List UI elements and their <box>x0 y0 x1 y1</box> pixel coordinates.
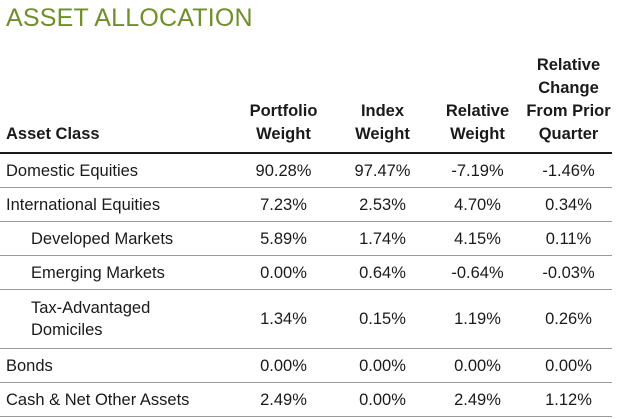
relative-change-cell: 1.12% <box>525 382 612 417</box>
page-title: ASSET ALLOCATION <box>6 4 253 32</box>
table-header-row: Asset Class Portfolio Weight Index Weigh… <box>0 54 612 154</box>
asset-class-cell: Domestic Equities <box>0 153 232 188</box>
asset-class-cell: International Equities <box>0 187 232 222</box>
asset-class-cell: Cash & Net Other Assets <box>0 382 232 417</box>
portfolio-weight-cell: 0.00% <box>232 348 335 383</box>
header-relative-weight: Relative Weight <box>430 54 525 154</box>
asset-class-cell: Bonds <box>0 348 232 383</box>
portfolio-weight-cell: 5.89% <box>232 221 335 256</box>
portfolio-weight-cell: 7.23% <box>232 187 335 222</box>
table-row: Developed Markets 5.89% 1.74% 4.15% 0.11… <box>0 221 612 256</box>
index-weight-cell: 97.47% <box>335 153 430 188</box>
header-portfolio-weight: Portfolio Weight <box>232 54 335 154</box>
index-weight-cell: 0.15% <box>335 289 430 349</box>
table-row: International Equities 7.23% 2.53% 4.70%… <box>0 187 612 222</box>
index-weight-cell: 0.64% <box>335 255 430 290</box>
portfolio-weight-cell: 90.28% <box>232 153 335 188</box>
relative-change-cell: 0.34% <box>525 187 612 222</box>
table-row: Cash & Net Other Assets 2.49% 0.00% 2.49… <box>0 382 612 417</box>
portfolio-weight-cell: 1.34% <box>232 289 335 349</box>
index-weight-cell: 1.74% <box>335 221 430 256</box>
relative-weight-cell: 2.49% <box>430 382 525 417</box>
index-weight-cell: 0.00% <box>335 348 430 383</box>
relative-change-cell: 0.11% <box>525 221 612 256</box>
portfolio-weight-cell: 0.00% <box>232 255 335 290</box>
table-row: Domestic Equities 90.28% 97.47% -7.19% -… <box>0 153 612 188</box>
relative-change-cell: 0.00% <box>525 348 612 383</box>
relative-weight-cell: 4.70% <box>430 187 525 222</box>
relative-weight-cell: -7.19% <box>430 153 525 188</box>
header-index-weight: Index Weight <box>335 54 430 154</box>
portfolio-weight-cell: 2.49% <box>232 382 335 417</box>
relative-weight-cell: -0.64% <box>430 255 525 290</box>
asset-allocation-table: Asset Class Portfolio Weight Index Weigh… <box>0 54 612 417</box>
asset-class-cell: Developed Markets <box>0 221 232 256</box>
relative-change-cell: -1.46% <box>525 153 612 188</box>
table-row: Bonds 0.00% 0.00% 0.00% 0.00% <box>0 348 612 383</box>
relative-weight-cell: 4.15% <box>430 221 525 256</box>
index-weight-cell: 2.53% <box>335 187 430 222</box>
relative-weight-cell: 0.00% <box>430 348 525 383</box>
table-row: Tax-Advantaged Domiciles 1.34% 0.15% 1.1… <box>0 289 612 349</box>
table-row: Emerging Markets 0.00% 0.64% -0.64% -0.0… <box>0 255 612 290</box>
index-weight-cell: 0.00% <box>335 382 430 417</box>
relative-change-cell: 0.26% <box>525 289 612 349</box>
header-relative-change: Relative Change From Prior Quarter <box>525 54 612 154</box>
header-asset-class: Asset Class <box>0 54 232 154</box>
asset-class-cell: Emerging Markets <box>0 255 232 290</box>
relative-weight-cell: 1.19% <box>430 289 525 349</box>
asset-class-cell: Tax-Advantaged Domiciles <box>0 289 232 349</box>
relative-change-cell: -0.03% <box>525 255 612 290</box>
